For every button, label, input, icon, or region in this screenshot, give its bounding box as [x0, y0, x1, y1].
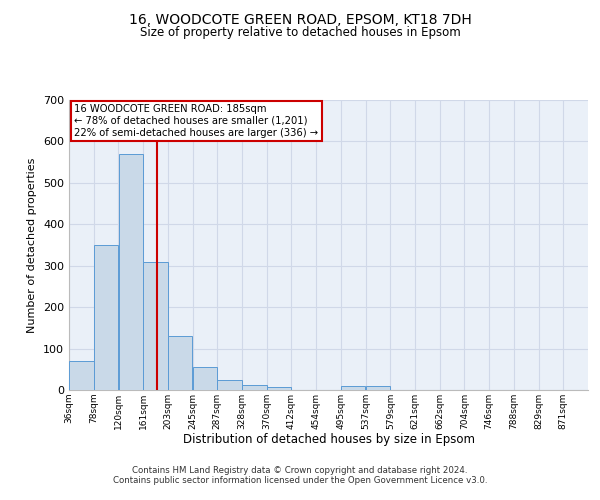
Bar	[119, 154, 143, 390]
Bar	[217, 380, 242, 390]
Bar	[94, 245, 118, 390]
Text: 16 WOODCOTE GREEN ROAD: 185sqm
← 78% of detached houses are smaller (1,201)
22% : 16 WOODCOTE GREEN ROAD: 185sqm ← 78% of …	[74, 104, 319, 138]
Text: Contains public sector information licensed under the Open Government Licence v3: Contains public sector information licen…	[113, 476, 487, 485]
Bar	[193, 367, 217, 390]
Bar	[143, 262, 168, 390]
Bar	[69, 361, 94, 390]
Bar	[365, 386, 390, 390]
Text: Distribution of detached houses by size in Epsom: Distribution of detached houses by size …	[183, 432, 475, 446]
Text: Contains HM Land Registry data © Crown copyright and database right 2024.: Contains HM Land Registry data © Crown c…	[132, 466, 468, 475]
Bar	[242, 385, 266, 390]
Text: 16, WOODCOTE GREEN ROAD, EPSOM, KT18 7DH: 16, WOODCOTE GREEN ROAD, EPSOM, KT18 7DH	[128, 12, 472, 26]
Text: Size of property relative to detached houses in Epsom: Size of property relative to detached ho…	[140, 26, 460, 39]
Bar	[267, 386, 292, 390]
Y-axis label: Number of detached properties: Number of detached properties	[28, 158, 37, 332]
Bar	[168, 336, 193, 390]
Bar	[341, 386, 365, 390]
